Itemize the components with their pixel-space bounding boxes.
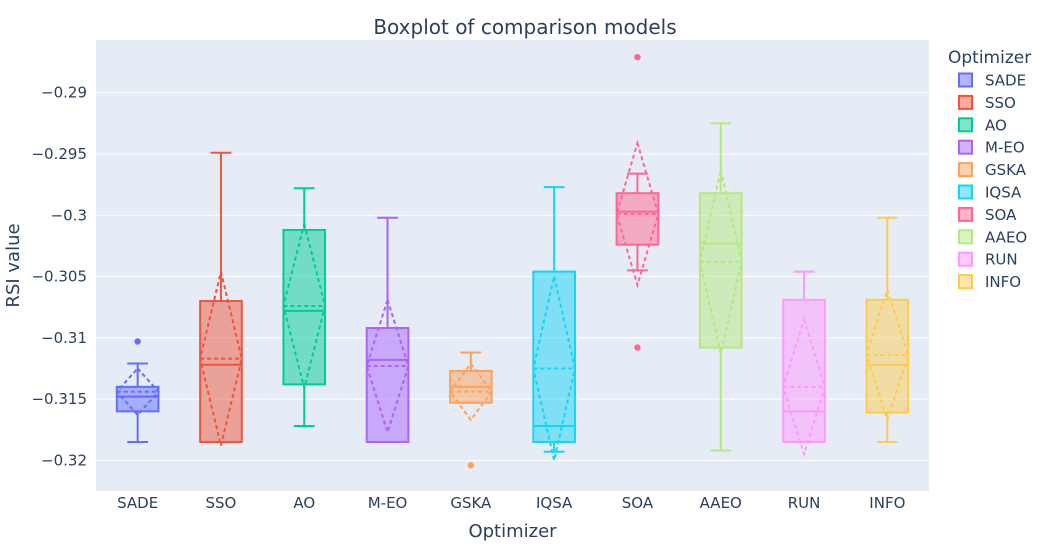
y-tick-label: −0.32 — [41, 451, 87, 469]
x-tick-label: SADE — [117, 494, 158, 512]
outlier-point — [467, 462, 475, 469]
legend-items: SADE SSO AO M-EO GSKA IQSA SOA AAEO RUN INFO — [958, 72, 1027, 291]
box-body — [698, 192, 743, 349]
mean-sd-diamond — [365, 296, 410, 436]
box-iqsa — [532, 186, 577, 461]
x-axis-ticks: SADE SSO AO M-EO GSKA IQSA SOA AAEO RUN INFO — [117, 494, 905, 512]
legend-label: INFO — [985, 273, 1021, 291]
box-sade — [115, 338, 160, 443]
box-info — [865, 216, 910, 443]
mean-sd-diamond — [199, 271, 243, 446]
x-tick-label: SSO — [206, 494, 237, 512]
y-tick-label: −0.305 — [31, 268, 87, 286]
legend-label: GSKA — [985, 161, 1027, 179]
y-tick-label: −0.29 — [41, 84, 87, 102]
legend-label: SOA — [985, 206, 1017, 224]
legend-swatch — [958, 139, 973, 155]
legend-item-gska[interactable]: GSKA — [958, 161, 1027, 179]
x-tick-label: GSKA — [450, 494, 492, 512]
box-body — [532, 270, 576, 443]
legend-item-ao[interactable]: AO — [958, 116, 1007, 134]
legend-item-iqsa[interactable]: IQSA — [958, 184, 1022, 202]
y-axis-title: RSI value — [3, 223, 24, 307]
legend-label: IQSA — [985, 184, 1022, 202]
y-tick-label: −0.315 — [31, 390, 87, 408]
x-tick-label: AAEO — [700, 494, 742, 512]
mean-sd-diamond — [782, 316, 826, 458]
box-gska — [448, 351, 493, 469]
legend-swatch — [958, 206, 973, 222]
box-run — [782, 270, 826, 458]
legend-item-run[interactable]: RUN — [958, 251, 1018, 269]
box-m-eo — [365, 216, 410, 443]
legend-swatch — [958, 94, 973, 110]
mean-sd-diamond — [615, 139, 660, 289]
legend-swatch — [958, 229, 973, 245]
mean-sd-diamond — [282, 223, 327, 389]
outlier-point — [634, 344, 641, 351]
legend-swatch — [958, 117, 973, 133]
legend-item-aaeo[interactable]: AAEO — [958, 228, 1027, 246]
legend-label: M-EO — [985, 139, 1025, 157]
legend-item-sade[interactable]: SADE — [958, 72, 1026, 90]
legend-label: AAEO — [985, 228, 1027, 246]
box-ao — [282, 187, 327, 428]
box-body — [365, 327, 410, 443]
mean-sd-diamond — [448, 361, 493, 422]
chart-title: Boxplot of comparison models — [373, 15, 676, 39]
boxes-layer — [115, 53, 910, 469]
y-tick-label: −0.295 — [31, 145, 87, 163]
legend-label: AO — [985, 116, 1007, 134]
box-body — [199, 300, 243, 443]
legend-label: SSO — [985, 94, 1016, 112]
legend-item-info[interactable]: INFO — [958, 273, 1021, 291]
legend-swatch — [958, 72, 973, 88]
y-tick-label: −0.3 — [51, 206, 87, 224]
legend-item-m-eo[interactable]: M-EO — [958, 139, 1025, 157]
legend-label: RUN — [985, 251, 1018, 269]
mean-sd-diamond — [865, 286, 910, 424]
x-axis-title: Optimizer — [468, 521, 557, 542]
box-sso — [199, 151, 243, 446]
legend-label: SADE — [985, 72, 1026, 90]
legend-swatch — [958, 162, 973, 178]
legend-item-sso[interactable]: SSO — [958, 94, 1016, 112]
x-tick-label: INFO — [869, 494, 905, 512]
x-tick-label: M-EO — [368, 494, 408, 512]
x-tick-label: RUN — [788, 494, 821, 512]
box-body — [865, 298, 910, 414]
outlier-point — [634, 53, 641, 61]
legend-swatch — [958, 251, 973, 267]
x-tick-label: SOA — [622, 494, 654, 512]
box-soa — [615, 53, 660, 351]
legend: Optimizer SADE SSO AO M-EO GSKA IQSA SOA AAEO RU… — [948, 48, 1031, 291]
outlier-point — [134, 338, 141, 345]
box-body — [282, 228, 327, 386]
legend-item-soa[interactable]: SOA — [958, 206, 1017, 224]
legend-swatch — [958, 274, 973, 290]
x-tick-label: AO — [293, 494, 315, 512]
legend-title: Optimizer — [948, 48, 1031, 68]
y-tick-label: −0.31 — [41, 329, 87, 347]
x-tick-label: IQSA — [536, 494, 573, 512]
box-aaeo — [698, 122, 743, 452]
legend-swatch — [958, 184, 973, 200]
y-axis-ticks: −0.29 −0.295 −0.3 −0.305 −0.31 −0.315 −0.32 — [31, 84, 87, 470]
